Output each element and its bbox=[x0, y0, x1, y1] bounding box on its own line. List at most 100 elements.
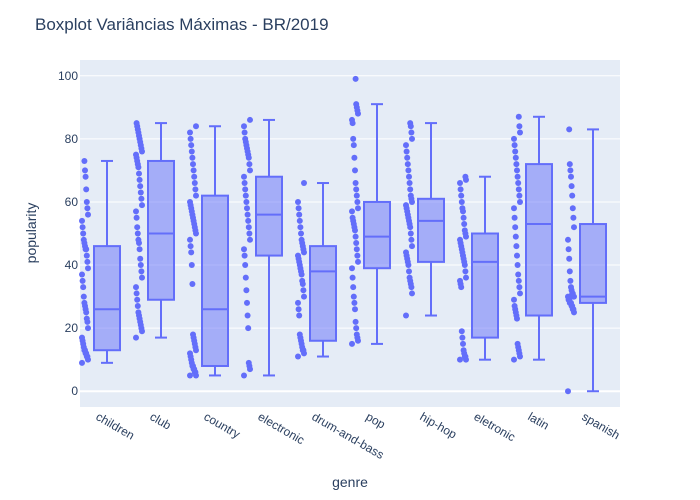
data-point bbox=[241, 180, 248, 187]
data-point bbox=[351, 154, 358, 161]
data-point bbox=[511, 205, 517, 212]
data-point bbox=[247, 116, 253, 123]
data-point bbox=[187, 372, 193, 379]
data-point bbox=[512, 233, 519, 240]
data-point bbox=[193, 192, 199, 199]
data-point bbox=[243, 287, 250, 294]
data-point bbox=[139, 202, 145, 209]
points-club bbox=[133, 120, 145, 341]
data-point bbox=[514, 167, 520, 174]
data-point bbox=[407, 186, 414, 193]
data-point bbox=[516, 123, 523, 130]
data-point bbox=[515, 271, 522, 278]
data-point bbox=[296, 211, 303, 218]
box-eletronic bbox=[471, 175, 499, 361]
box-electronic bbox=[255, 118, 283, 377]
data-point bbox=[188, 148, 195, 155]
data-point bbox=[133, 214, 140, 221]
data-point bbox=[351, 299, 358, 306]
data-point bbox=[241, 129, 248, 136]
data-point bbox=[245, 325, 252, 332]
box-spanish bbox=[579, 128, 607, 393]
box-groups bbox=[93, 103, 607, 393]
data-point bbox=[349, 265, 355, 272]
data-point bbox=[353, 325, 360, 332]
data-point bbox=[457, 180, 463, 187]
data-point bbox=[350, 284, 357, 291]
data-point bbox=[350, 135, 357, 142]
data-point bbox=[295, 353, 301, 360]
data-point bbox=[134, 224, 141, 231]
data-point bbox=[355, 205, 361, 212]
data-point bbox=[299, 277, 306, 284]
iqr-box bbox=[147, 159, 175, 301]
data-point bbox=[188, 262, 195, 269]
data-point bbox=[135, 309, 142, 316]
points-spanish bbox=[565, 126, 577, 395]
box-country bbox=[201, 125, 229, 377]
point-groups bbox=[79, 75, 577, 395]
data-point bbox=[80, 236, 87, 243]
data-point bbox=[295, 252, 301, 259]
data-point bbox=[241, 246, 247, 253]
data-point bbox=[565, 388, 571, 395]
data-point bbox=[190, 167, 197, 174]
data-point bbox=[298, 236, 305, 243]
data-point bbox=[406, 274, 413, 281]
iqr-box bbox=[363, 200, 391, 270]
y-tick-label: 0 bbox=[71, 384, 78, 398]
data-point bbox=[187, 350, 193, 357]
y-tick-label: 20 bbox=[65, 321, 79, 335]
data-point bbox=[296, 331, 303, 338]
data-point bbox=[406, 173, 412, 180]
data-point bbox=[246, 161, 253, 168]
x-tick-label: eletronic bbox=[472, 409, 518, 444]
data-point bbox=[352, 75, 359, 82]
data-point bbox=[406, 268, 412, 275]
data-point bbox=[512, 154, 519, 161]
data-point bbox=[137, 189, 144, 196]
data-point bbox=[517, 129, 523, 136]
data-point bbox=[566, 126, 573, 133]
data-point bbox=[187, 236, 193, 243]
data-point bbox=[352, 167, 358, 174]
y-axis-title: popularity bbox=[23, 203, 39, 264]
data-point bbox=[80, 230, 87, 237]
data-point bbox=[85, 265, 91, 272]
data-point bbox=[354, 198, 361, 205]
data-point bbox=[463, 274, 469, 281]
data-point bbox=[408, 236, 415, 243]
data-point bbox=[242, 192, 249, 199]
x-tick-label: club bbox=[148, 409, 174, 432]
data-point bbox=[353, 192, 360, 199]
data-point bbox=[516, 284, 523, 291]
data-point bbox=[406, 180, 413, 187]
data-point bbox=[403, 312, 409, 319]
x-tick-label: country bbox=[202, 409, 243, 441]
data-point bbox=[296, 312, 303, 319]
iqr-box bbox=[255, 175, 283, 257]
data-point bbox=[353, 331, 360, 338]
iqr-box bbox=[579, 223, 607, 304]
y-tick-label: 60 bbox=[65, 195, 79, 209]
x-tick-label: spanish bbox=[580, 409, 623, 442]
data-point bbox=[515, 113, 522, 120]
data-point bbox=[241, 372, 247, 379]
data-point bbox=[82, 167, 88, 174]
data-point bbox=[187, 243, 194, 250]
data-point bbox=[241, 252, 248, 259]
data-point bbox=[566, 268, 573, 275]
data-point bbox=[189, 154, 196, 161]
data-point bbox=[80, 284, 87, 291]
data-point bbox=[83, 252, 90, 259]
data-point bbox=[79, 359, 85, 366]
data-point bbox=[565, 236, 571, 243]
data-point bbox=[513, 161, 520, 168]
data-point bbox=[133, 120, 140, 127]
data-point bbox=[511, 214, 518, 221]
data-point bbox=[514, 252, 520, 259]
data-point bbox=[295, 299, 301, 306]
data-point bbox=[409, 243, 415, 250]
data-point bbox=[461, 221, 468, 228]
data-point bbox=[459, 334, 466, 341]
